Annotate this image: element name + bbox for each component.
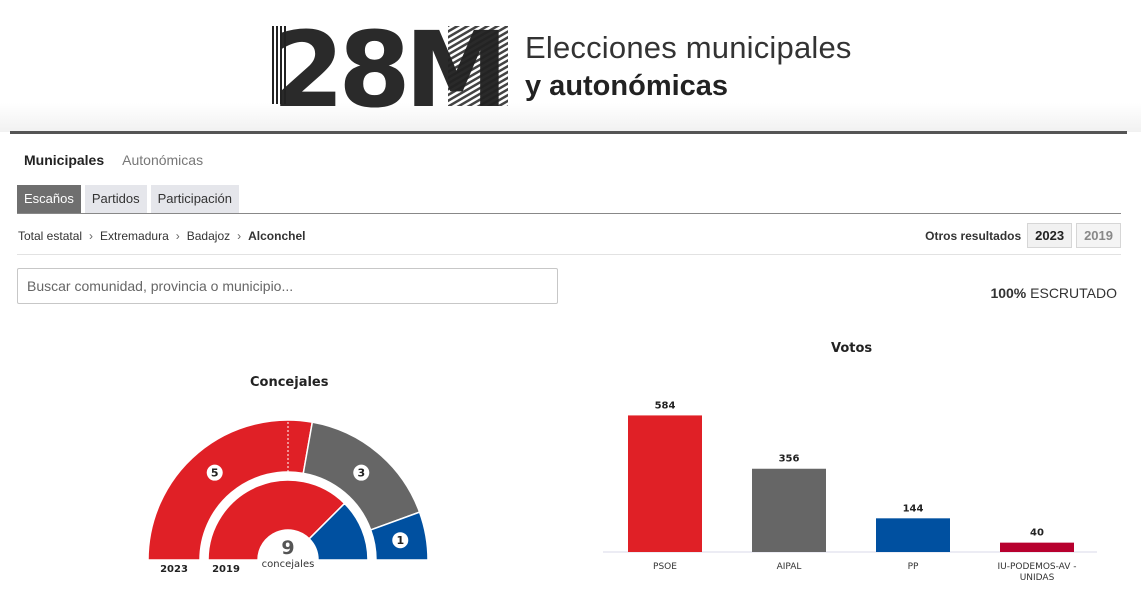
- seat-count-label: 1: [396, 534, 404, 547]
- tab-participacion[interactable]: Participación: [150, 185, 240, 213]
- bar-aipal[interactable]: [752, 468, 826, 552]
- election-type-autonomicas[interactable]: Autonómicas: [122, 152, 204, 168]
- bar-value-label: 356: [779, 454, 800, 465]
- ring-label-2023: 2023: [160, 564, 188, 575]
- tabs-divider: [17, 213, 1121, 214]
- tab-partidos[interactable]: Partidos: [84, 185, 147, 213]
- other-results: Otros resultados 2023 2019: [925, 223, 1121, 248]
- seat-slice-2023-psoe[interactable]: [147, 419, 314, 561]
- ring-label-2019: 2019: [212, 564, 240, 575]
- total-seats-value: 9: [281, 537, 294, 559]
- bar-iu-podemos-av-unidas[interactable]: [1000, 542, 1074, 552]
- bar-value-label: 40: [1030, 528, 1044, 539]
- year-2023-button[interactable]: 2023: [1027, 223, 1073, 248]
- election-type-municipales[interactable]: Municipales: [24, 152, 105, 168]
- counted-percent: 100%: [990, 285, 1027, 301]
- search-input[interactable]: [17, 268, 558, 304]
- election-type-nav: Municipales Autonómicas: [24, 152, 203, 168]
- votos-chart: 584 PSOE 356 AIPAL 144 PP 40 IU-PODEMOS-AV -UNI…: [603, 400, 1097, 583]
- seat-badge: [206, 464, 223, 481]
- seat-count-label: 5: [211, 467, 219, 480]
- brand-header: 28M Elecciones municipales y autonómicas: [0, 0, 1141, 132]
- bar-category-label: AIPAL: [777, 562, 802, 572]
- breadcrumb-extremadura[interactable]: Extremadura: [100, 229, 169, 243]
- header-divider: [10, 131, 1127, 134]
- chevron-right-icon: ›: [175, 229, 180, 243]
- bar-category-label: PP: [908, 562, 919, 572]
- year-2019-button[interactable]: 2019: [1076, 223, 1121, 248]
- seat-slice-2019-pp[interactable]: [308, 502, 369, 561]
- brand-title-line1: Elecciones municipales: [525, 30, 852, 65]
- chart-title-concejales: Concejales: [250, 375, 329, 390]
- bar-category-label: PSOE: [653, 562, 677, 572]
- bar-category-label: UNIDAS: [1020, 573, 1055, 583]
- view-tabs: Escaños Partidos Participación: [17, 185, 240, 213]
- seat-badge: [392, 532, 409, 549]
- chevron-right-icon: ›: [237, 229, 242, 243]
- breadcrumb-total-estatal[interactable]: Total estatal: [18, 229, 83, 243]
- chart-title-votos: Votos: [831, 341, 873, 356]
- breadcrumb: Total estatal › Extremadura › Badajoz › …: [18, 229, 305, 243]
- total-seats-label: concejales: [262, 559, 315, 570]
- breadcrumb-badajoz[interactable]: Badajoz: [186, 229, 231, 243]
- breadcrumb-alconchel: Alconchel: [248, 229, 306, 243]
- seat-badge: [353, 464, 370, 481]
- bar-psoe[interactable]: [628, 415, 702, 552]
- seat-count-label: 3: [357, 467, 365, 480]
- breadcrumb-divider: [17, 254, 1121, 255]
- tab-escanos[interactable]: Escaños: [17, 185, 81, 213]
- seat-slice-2019-psoe[interactable]: [207, 479, 346, 561]
- logo-28m: 28M: [272, 22, 508, 108]
- chevron-right-icon: ›: [89, 229, 94, 243]
- bar-value-label: 584: [655, 400, 676, 411]
- brand-title-line2: y autonómicas: [525, 70, 729, 102]
- counted-status: 100% ESCRUTADO: [990, 285, 1117, 301]
- bar-pp[interactable]: [876, 518, 950, 552]
- other-results-label: Otros resultados: [925, 228, 1022, 243]
- counted-label: ESCRUTADO: [1030, 285, 1117, 301]
- bar-category-label: IU-PODEMOS-AV -: [997, 562, 1076, 572]
- bar-value-label: 144: [903, 503, 924, 514]
